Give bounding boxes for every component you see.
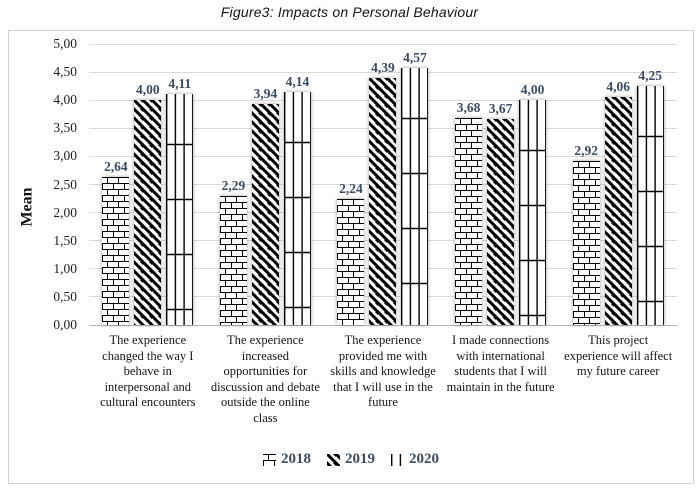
bar-2020-category-5 (636, 86, 664, 325)
legend-swatch-diagonal-icon (327, 453, 340, 466)
chart-area: Mean 0,00 0,50 1,00 1,50 2,00 2,50 3,00 3,50 4,0… (8, 30, 694, 484)
bar-group: 3,68 3,67 4,00 (442, 44, 560, 325)
y-axis-tick-labels: 0,00 0,50 1,00 1,50 2,00 2,50 3,00 3,50 4,00 4,50… (9, 36, 83, 332)
y-tick-label: 2,00 (53, 205, 77, 220)
y-tick-label: 3,00 (53, 148, 77, 163)
category-label-3: The experience provided me with skills a… (330, 333, 436, 409)
bar-2020-category-1 (166, 94, 194, 325)
bar-2018-category-4 (455, 118, 483, 325)
legend-item-2020: 2020 (391, 451, 439, 468)
bar-slot: 4,14 (283, 74, 311, 325)
data-label: 4,06 (606, 79, 630, 94)
bar-group: 2,24 4,39 4,57 (324, 44, 442, 325)
data-label: 4,11 (168, 76, 192, 91)
bar-2019-category-2 (251, 104, 279, 325)
y-tick-label: 4,00 (53, 92, 77, 107)
category-label-4: I made connections with international st… (446, 333, 555, 394)
bar-group: 2,29 3,94 4,14 (207, 44, 325, 325)
bar-2019-category-4 (487, 119, 515, 325)
bar-2019-category-3 (369, 78, 397, 325)
bar-slot: 3,68 (455, 100, 483, 325)
data-label: 3,68 (456, 100, 481, 115)
bar-2018-category-5 (572, 161, 600, 325)
y-tick-label: 4,50 (53, 64, 77, 79)
bar-group: 2,92 4,06 4,25 (559, 44, 677, 325)
y-tick-label: 0,50 (53, 289, 77, 304)
bar-slot: 4,06 (604, 79, 632, 325)
data-label: 2,64 (103, 159, 128, 174)
bar-slot: 4,00 (519, 82, 547, 325)
bar-slot: 2,24 (337, 181, 365, 325)
figure-title: Figure3: Impacts on Personal Behaviour (220, 4, 479, 20)
data-label: 2,29 (221, 178, 246, 193)
category-label-2: The experience increased opportunities f… (210, 333, 320, 425)
gridline (89, 72, 677, 73)
data-label: 3,94 (253, 86, 278, 101)
bar-2020-category-4 (519, 100, 547, 325)
legend-swatch-vertical-lines-icon (391, 453, 404, 466)
legend-swatch-brick-icon (263, 453, 276, 466)
bar-slot: 4,25 (636, 68, 664, 325)
y-tick-label: 3,50 (53, 120, 77, 135)
y-tick-label: 5,00 (53, 36, 77, 51)
data-label: 4,57 (403, 50, 427, 65)
bar-2018-category-2 (219, 196, 247, 325)
x-axis-line (89, 325, 677, 326)
bar-slot: 2,64 (102, 159, 130, 325)
y-tick-label: 0,00 (53, 317, 77, 332)
data-label: 2,92 (574, 143, 598, 158)
data-label: 4,14 (285, 74, 310, 89)
category-label-5: This project experience will affect my f… (564, 333, 673, 378)
legend-label: 2019 (345, 451, 375, 467)
bar-slot: 3,94 (251, 86, 279, 325)
y-tick-label: 2,50 (53, 177, 77, 192)
bar-slot: 3,67 (487, 101, 515, 325)
bar-slot: 2,29 (219, 178, 247, 325)
bar-2020-category-2 (283, 92, 311, 325)
data-label: 4,39 (371, 60, 395, 75)
bar-2019-category-1 (134, 100, 162, 325)
bar-2018-category-1 (102, 177, 130, 325)
data-label: 4,00 (135, 82, 160, 97)
bar-2018-category-3 (337, 199, 365, 325)
data-label: 3,67 (488, 101, 513, 116)
bar-2019-category-5 (604, 97, 632, 325)
data-label: 4,00 (520, 82, 545, 97)
legend-item-2019: 2019 (327, 451, 375, 468)
bar-slot: 4,57 (401, 50, 429, 325)
data-label: 2,24 (339, 181, 363, 196)
bar-group: 2,64 4,00 4,11 (89, 44, 207, 325)
bar-slot: 2,92 (572, 143, 600, 325)
x-axis-category-labels: The experience changed the way I behave … (89, 333, 677, 426)
bar-slot: 4,11 (166, 76, 194, 325)
bar-slot: 4,00 (134, 82, 162, 325)
plot-area: 2,64 4,00 4,11 2,29 3,94 4,14 2,24 4,39 4,57 3,68… (89, 44, 677, 326)
data-label: 4,25 (638, 68, 662, 83)
legend-label: 2020 (409, 451, 439, 467)
legend-item-2018: 2018 (263, 451, 311, 468)
y-tick-label: 1,00 (53, 261, 77, 276)
y-tick-label: 1,50 (53, 233, 77, 248)
legend: 2018 2019 2020 (9, 451, 693, 468)
gridline (89, 44, 677, 45)
bar-slot: 4,39 (369, 60, 397, 325)
bar-2020-category-3 (401, 68, 429, 325)
category-label-1: The experience changed the way I behave … (100, 333, 196, 409)
legend-label: 2018 (281, 451, 311, 467)
